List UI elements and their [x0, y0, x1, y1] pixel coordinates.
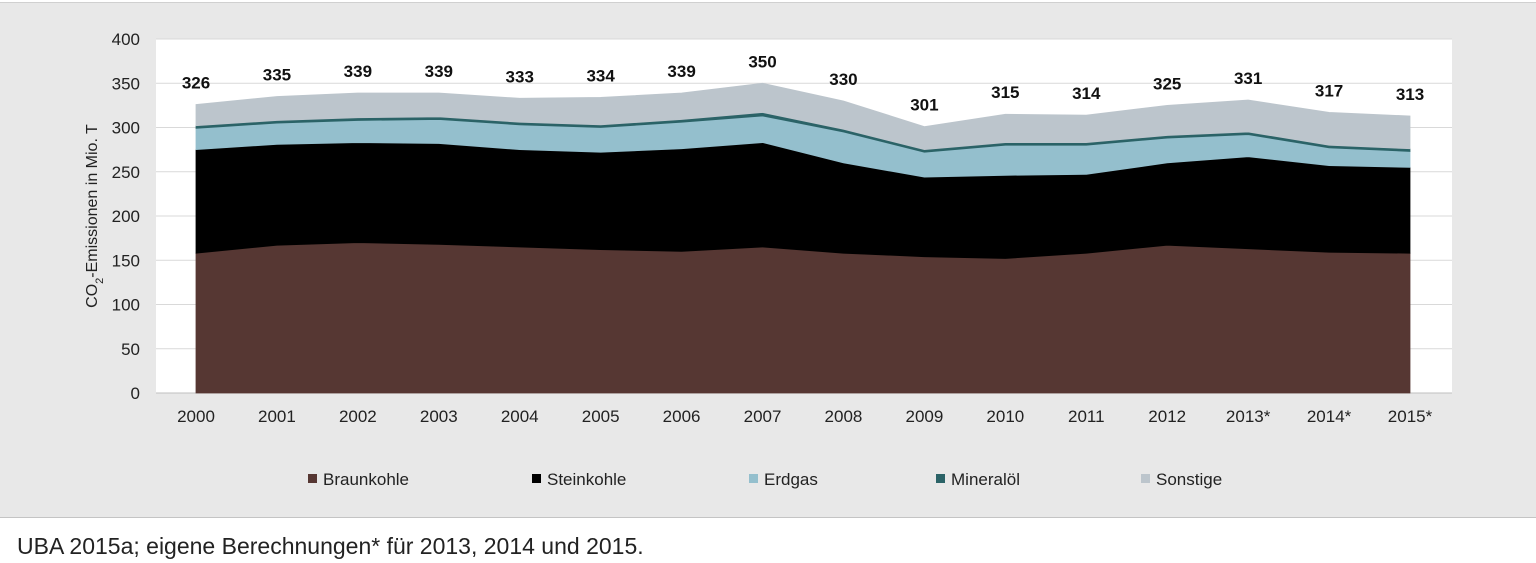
total-label-2013-est: 331	[1234, 69, 1262, 88]
total-label-2001: 335	[263, 66, 291, 85]
stacked-areas	[195, 82, 1411, 394]
legend: Braunkohle Steinkohle Erdgas Mineralöl Sonst…	[308, 470, 1222, 489]
y-tick-0: 0	[131, 384, 140, 403]
legend-swatch-steinkohle	[532, 474, 541, 483]
total-label-2014-est: 317	[1315, 81, 1343, 100]
x-tick-2007: 2007	[744, 407, 782, 426]
x-tick-2000: 2000	[177, 407, 215, 426]
legend-label-steinkohle: Steinkohle	[547, 470, 626, 489]
legend-swatch-erdgas	[749, 474, 758, 483]
total-label-2006: 339	[667, 62, 695, 81]
x-tick-2008: 2008	[825, 407, 863, 426]
total-label-2003: 339	[425, 62, 453, 81]
total-label-2008: 330	[829, 70, 857, 89]
area-sonstige	[195, 82, 1411, 151]
legend-label-sonstige: Sonstige	[1156, 470, 1222, 489]
x-tick-labels: 2000 2001 2002 2003 2004 2005 2006 2007 2008 2009…	[177, 407, 1433, 426]
x-tick-2013-est: 2013*	[1226, 407, 1271, 426]
y-tick-250: 250	[112, 163, 140, 182]
total-label-2002: 339	[344, 62, 372, 81]
total-label-2012: 325	[1153, 74, 1181, 93]
total-label-2005: 334	[586, 66, 615, 85]
x-tick-2002: 2002	[339, 407, 377, 426]
total-label-2010: 315	[991, 83, 1019, 102]
legend-swatch-sonstige	[1141, 474, 1150, 483]
legend-swatch-mineraloel	[936, 474, 945, 483]
total-label-2009: 301	[910, 96, 938, 115]
x-tick-2004: 2004	[501, 407, 539, 426]
x-tick-2014-est: 2014*	[1307, 407, 1352, 426]
x-tick-2011: 2011	[1068, 407, 1105, 426]
total-labels: 326 335 339 339 333 334 339 350 330 301 315 314 325 3…	[182, 52, 1424, 114]
x-tick-2006: 2006	[663, 407, 701, 426]
x-tick-2009: 2009	[905, 407, 943, 426]
total-label-2000: 326	[182, 73, 210, 92]
y-tick-200: 200	[112, 207, 140, 226]
source-note: UBA 2015a; eigene Berechnungen* für 2013…	[17, 533, 644, 559]
legend-label-erdgas: Erdgas	[764, 470, 818, 489]
chart-panel: 0 50 100 150 200 250 300 350 400 2000 2001 2002 200…	[0, 2, 1536, 518]
y-tick-labels: 0 50 100 150 200 250 300 350 400	[112, 30, 140, 403]
y-tick-100: 100	[112, 296, 140, 315]
y-tick-400: 400	[112, 30, 140, 49]
total-label-2011: 314	[1072, 84, 1101, 103]
legend-label-braunkohle: Braunkohle	[323, 470, 409, 489]
legend-swatch-braunkohle	[308, 474, 317, 483]
area-braunkohle	[195, 242, 1411, 394]
total-label-2015-est: 313	[1396, 85, 1424, 104]
y-axis-title: CO2-Emissionen in Mio. T	[84, 124, 106, 308]
y-tick-350: 350	[112, 74, 140, 93]
total-label-2004: 333	[506, 67, 534, 86]
x-tick-2010: 2010	[986, 407, 1024, 426]
x-tick-2001: 2001	[258, 407, 296, 426]
legend-label-mineraloel: Mineralöl	[951, 470, 1020, 489]
total-label-2007: 350	[748, 52, 776, 71]
y-tick-300: 300	[112, 119, 140, 138]
x-tick-2005: 2005	[582, 407, 620, 426]
y-tick-50: 50	[121, 340, 140, 359]
area-steinkohle	[195, 142, 1411, 259]
y-tick-150: 150	[112, 251, 140, 270]
x-tick-2015-est: 2015*	[1388, 407, 1433, 426]
x-tick-2012: 2012	[1148, 407, 1186, 426]
x-tick-2003: 2003	[420, 407, 458, 426]
